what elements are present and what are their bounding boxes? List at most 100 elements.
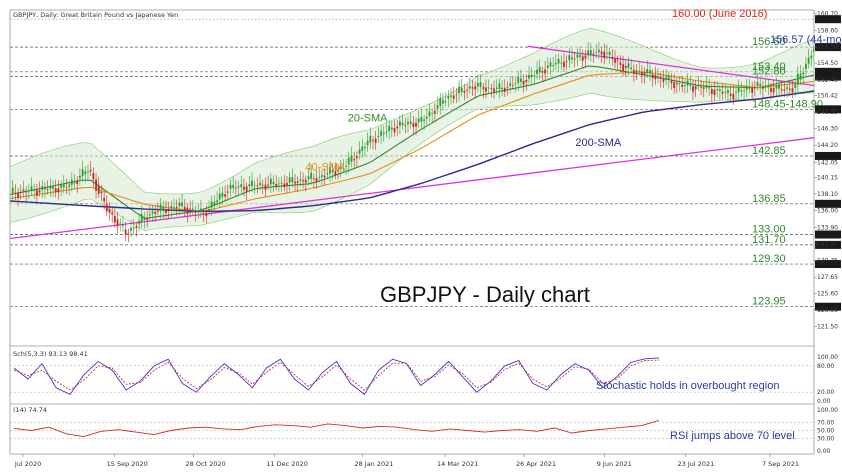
candle-body	[541, 70, 544, 73]
candle-body	[22, 189, 25, 192]
candle-body	[415, 122, 417, 127]
candle-body	[135, 226, 138, 229]
40-sma-line	[10, 71, 814, 213]
annotation-20-sma: 20-SMA	[348, 112, 388, 124]
candle-body	[799, 73, 802, 80]
candle-body	[304, 179, 307, 183]
candle-body	[692, 86, 694, 92]
candle-body	[479, 82, 482, 87]
candle-body	[283, 183, 286, 187]
level-label: 123.95	[752, 296, 786, 308]
candle-body	[113, 215, 116, 223]
candle-body	[468, 86, 471, 89]
panel-note: RSI jumps above 70 level	[670, 430, 795, 442]
candle-body	[686, 80, 689, 86]
level-marker	[815, 260, 841, 269]
candle-body	[433, 111, 436, 114]
candle-body	[173, 207, 175, 209]
candle-body	[337, 170, 339, 172]
price-tick-label: 142.05	[817, 159, 838, 166]
price-tick-label: 127.65	[817, 274, 838, 281]
candle-body	[447, 95, 450, 99]
candle-body	[92, 173, 95, 180]
candle-body	[111, 212, 114, 215]
candle-body	[17, 192, 19, 198]
candle-body	[41, 186, 44, 190]
candle-body	[810, 55, 813, 59]
level-marker	[815, 15, 841, 24]
candle-body	[178, 202, 181, 207]
date-axis: Jul 2020 15 Sep 2020 28 Oct 2020 11 Dec 202…	[14, 454, 799, 468]
candle-body	[81, 169, 84, 177]
candle-body	[729, 93, 732, 96]
candle-body	[678, 83, 681, 85]
candle-body	[520, 78, 522, 82]
candle-body	[377, 135, 380, 138]
candle-body	[27, 190, 30, 192]
candle-body	[202, 213, 205, 214]
candle-body	[493, 88, 495, 92]
candle-body	[189, 208, 192, 210]
candle-body	[745, 86, 748, 90]
candle-body	[665, 77, 668, 80]
candle-body	[251, 180, 253, 186]
candle-body	[60, 184, 62, 188]
candle-body	[646, 68, 649, 74]
candle-body	[407, 122, 409, 125]
candle-body	[490, 88, 493, 89]
candle-body	[79, 175, 81, 179]
candle-body	[318, 176, 321, 178]
price-tick-label: 125.60	[817, 291, 838, 298]
candle-body	[68, 184, 71, 187]
candle-body	[557, 58, 560, 64]
panel-tick-label: 100.00	[817, 354, 838, 361]
oscillator-line	[13, 357, 660, 396]
candle-body	[643, 72, 646, 76]
candle-body	[485, 87, 487, 92]
price-tick-label: 148.35	[817, 109, 838, 116]
level-label: 152.80	[752, 66, 786, 78]
candle-body	[358, 149, 361, 154]
candle-body	[436, 105, 439, 109]
candle-body	[213, 201, 216, 205]
candle-body	[385, 131, 388, 133]
candle-body	[794, 83, 797, 88]
candle-body	[689, 84, 692, 86]
panel-note: Stochastic holds in overbought region	[596, 380, 779, 392]
candle-body	[243, 186, 245, 190]
candle-body	[563, 61, 565, 67]
candle-body	[73, 182, 76, 184]
candle-body	[355, 156, 358, 159]
candle-body	[673, 82, 676, 88]
candle-body	[216, 200, 218, 203]
candle-body	[528, 74, 530, 79]
candle-body	[525, 79, 528, 83]
candle-body	[393, 128, 396, 133]
candle-body	[302, 180, 304, 182]
candle-body	[210, 201, 213, 208]
chart-title: GBPJPY - Daily chart	[380, 282, 590, 307]
candle-body	[396, 126, 399, 129]
candle-body	[756, 81, 759, 87]
price-tick-label: 140.15	[817, 175, 838, 182]
date-tick-label: 14 Mar 2021	[437, 460, 478, 468]
candle-body	[119, 222, 122, 224]
candle-body	[718, 89, 721, 92]
candle-body	[735, 92, 737, 93]
candle-body	[554, 63, 557, 65]
candle-body	[442, 100, 444, 104]
candle-body	[127, 232, 130, 234]
candle-body	[659, 77, 662, 79]
candle-body	[549, 62, 552, 67]
candle-body	[299, 179, 302, 181]
candle-body	[200, 208, 202, 213]
candle-body	[108, 209, 111, 214]
candle-body	[218, 193, 221, 200]
price-tick-label: 131.80	[817, 241, 838, 248]
candle-body	[425, 116, 428, 119]
panel-tick-label: 0.00	[817, 448, 831, 455]
candle-body	[175, 206, 178, 209]
candle-body	[503, 87, 506, 92]
